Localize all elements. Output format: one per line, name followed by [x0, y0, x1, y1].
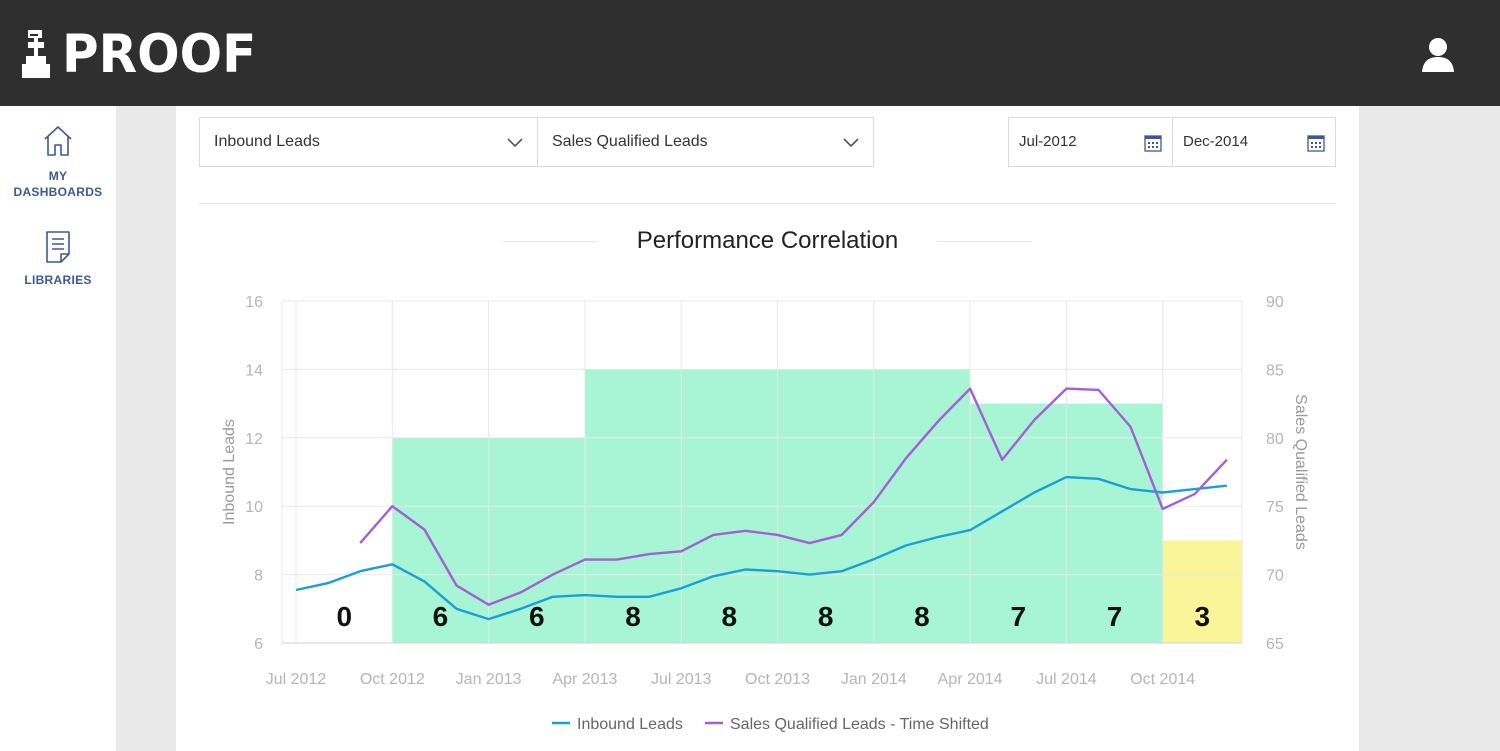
y-tick-label: 16	[245, 294, 263, 311]
y-tick-label: 8	[254, 568, 263, 585]
y2-tick-label: 75	[1266, 499, 1284, 516]
start-date-value: Jul-2012	[1019, 133, 1077, 150]
y-axis-title: Inbound Leads	[221, 419, 238, 525]
logo-text: PROOF	[62, 23, 257, 85]
chevron-down-icon	[507, 138, 523, 148]
y2-tick-label: 65	[1266, 636, 1284, 653]
x-tick-label: Oct 2013	[745, 671, 810, 688]
x-tick-label: Oct 2012	[360, 671, 425, 688]
y-tick-label: 6	[254, 636, 263, 653]
sidebar-item-libraries[interactable]: LIBRARIES	[0, 230, 116, 288]
metric-b-value: Sales Qualified Leads	[552, 133, 708, 150]
start-date-input[interactable]: Jul-2012	[1008, 117, 1173, 167]
right-gutter	[1359, 106, 1500, 751]
x-tick-label: Apr 2013	[552, 671, 617, 688]
top-bar: PROOF	[0, 0, 1500, 106]
band-bar	[488, 437, 585, 643]
end-date-value: Dec-2014	[1183, 133, 1249, 150]
calendar-icon[interactable]	[1144, 134, 1162, 152]
y2-tick-label: 80	[1266, 431, 1284, 448]
x-tick-label: Jan 2013	[456, 671, 522, 688]
left-gutter	[116, 106, 176, 751]
sidebar-item-label: MY	[48, 169, 68, 183]
metric-b-select[interactable]: Sales Qualified Leads	[537, 117, 874, 167]
x-tick-label: Jan 2014	[841, 671, 907, 688]
user-icon[interactable]	[1418, 34, 1458, 74]
band-label: 6	[529, 601, 545, 632]
y-tick-label: 14	[245, 362, 263, 379]
chart-title: Performance Correlation	[636, 227, 899, 254]
section-divider	[199, 203, 1336, 204]
sidebar-item-my-dashboards[interactable]: MY DASHBOARDS	[0, 124, 116, 200]
y2-tick-label: 70	[1266, 568, 1284, 585]
band-bar	[970, 403, 1067, 643]
band-label: 8	[914, 601, 930, 632]
y2-tick-label: 90	[1266, 294, 1284, 311]
series-line	[359, 387, 1228, 606]
calendar-icon[interactable]	[1307, 134, 1325, 152]
y2-tick-label: 85	[1266, 362, 1284, 379]
band-label: 8	[625, 601, 641, 632]
x-tick-label: Jul 2014	[1036, 671, 1097, 688]
document-icon	[46, 231, 70, 263]
legend-label: Sales Qualified Leads - Time Shifted	[730, 716, 989, 733]
series-line	[295, 475, 1228, 621]
end-date-input[interactable]: Dec-2014	[1172, 117, 1336, 167]
y-tick-label: 10	[245, 499, 263, 516]
band-label: 8	[818, 601, 834, 632]
metric-a-value: Inbound Leads	[214, 133, 320, 150]
sidebar: MY DASHBOARDS LIBRARIES	[0, 106, 116, 751]
chevron-down-icon	[843, 138, 859, 148]
title-rule-right	[937, 241, 1032, 242]
band-bar	[1162, 540, 1242, 643]
band-label: 8	[722, 601, 738, 632]
y2-axis-title: Sales Qualified Leads	[1292, 394, 1309, 550]
band-label: 3	[1195, 601, 1211, 632]
band-label: 7	[1107, 601, 1123, 632]
legend-label: Inbound Leads	[577, 716, 683, 733]
x-tick-label: Jul 2013	[651, 671, 712, 688]
x-tick-label: Jul 2012	[266, 671, 327, 688]
x-tick-label: Apr 2014	[938, 671, 1003, 688]
band-label: 0	[337, 601, 353, 632]
band-label: 6	[433, 601, 449, 632]
band-label: 7	[1010, 601, 1026, 632]
y-tick-label: 12	[245, 431, 263, 448]
x-tick-label: Oct 2014	[1130, 671, 1195, 688]
title-rule-left	[503, 241, 598, 242]
home-icon	[44, 126, 72, 156]
band-bar	[1066, 403, 1163, 643]
chess-pawn-icon	[22, 30, 50, 78]
sidebar-item-label: DASHBOARDS	[13, 185, 103, 199]
band-bar	[392, 437, 489, 643]
sidebar-item-label: LIBRARIES	[24, 273, 92, 287]
logo[interactable]: PROOF	[22, 23, 257, 85]
